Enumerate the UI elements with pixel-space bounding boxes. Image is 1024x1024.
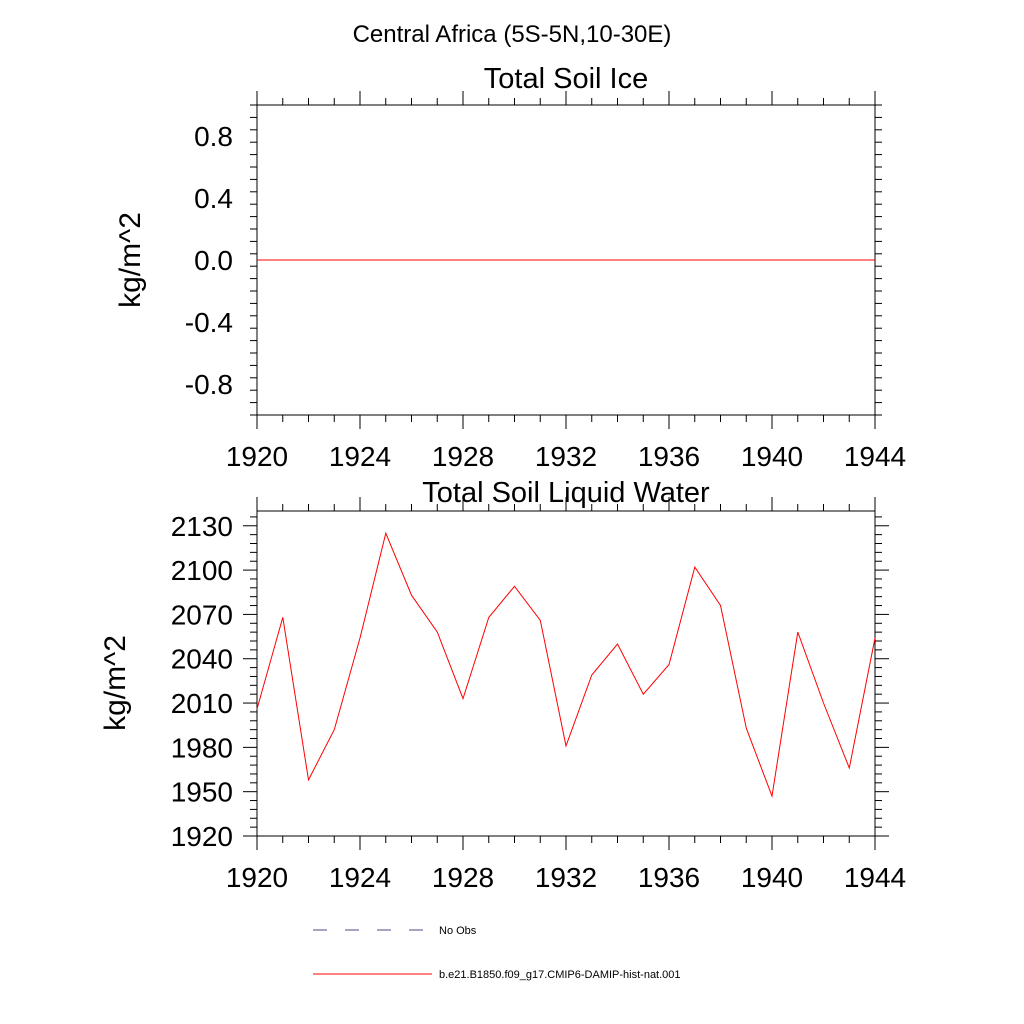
x-tick-label: 1920: [226, 441, 288, 472]
y-tick-label: 0.4: [194, 183, 233, 214]
x-tick-label: 1924: [329, 862, 391, 893]
panel-total-soil-liquid-water: 1920 1924 1928 1932 1936 1940 1944 2130 2100 2070…: [99, 477, 906, 893]
x-tick-label: 1928: [432, 862, 494, 893]
y-tick-label: 2100: [171, 555, 233, 586]
y-tick-label: 1920: [171, 821, 233, 852]
x-tick-label: 1928: [432, 441, 494, 472]
chart-title: Total Soil Ice: [484, 63, 648, 95]
y-tick-label: 0.8: [194, 121, 233, 152]
y-tick-label: -0.8: [185, 369, 233, 400]
legend: No Obs b.e21.B1850.f09_g17.CMIP6-DAMIP-h…: [313, 925, 681, 981]
legend-obs-label: No Obs: [439, 925, 477, 937]
y-axis-label: kg/m^2: [114, 212, 147, 308]
y-tick-label: 2040: [171, 644, 233, 675]
chart-title: Total Soil Liquid Water: [422, 477, 710, 509]
y-tick-label: 1980: [171, 732, 233, 763]
x-tick-label: 1944: [844, 862, 906, 893]
x-tick-label: 1936: [638, 441, 700, 472]
x-tick-label: 1936: [638, 862, 700, 893]
x-tick-label: 1944: [844, 441, 906, 472]
x-tick-label: 1940: [741, 862, 803, 893]
x-tick-label: 1940: [741, 441, 803, 472]
figure-title: Central Africa (5S-5N,10-30E): [353, 21, 672, 48]
y-tick-label: -0.4: [185, 307, 233, 338]
x-tick-label: 1932: [535, 441, 597, 472]
y-tick-label: 0.0: [194, 245, 233, 276]
legend-model-label: b.e21.B1850.f09_g17.CMIP6-DAMIP-hist-nat…: [439, 969, 681, 981]
x-tick-label: 1924: [329, 441, 391, 472]
panel-total-soil-ice: 1920 1924 1928 1932 1936 1940 1944 0.8 0.4 0.0 -0.…: [114, 63, 906, 472]
y-tick-label: 2010: [171, 688, 233, 719]
x-tick-label: 1920: [226, 862, 288, 893]
y-tick-label: 1950: [171, 777, 233, 808]
y-axis-label: kg/m^2: [99, 635, 132, 731]
y-tick-label: 2070: [171, 599, 233, 630]
series-line: [256, 531, 876, 799]
y-tick-label: 2130: [171, 511, 233, 542]
x-tick-label: 1932: [535, 862, 597, 893]
